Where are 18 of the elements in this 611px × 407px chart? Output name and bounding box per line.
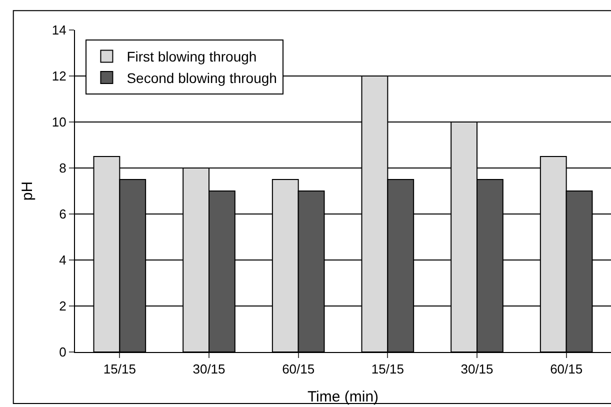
y-axis-title: pH <box>19 181 36 201</box>
x-tick-label: 30/15 <box>192 362 226 377</box>
y-tick-label: 14 <box>52 22 66 38</box>
x-tick-label: 30/15 <box>460 362 494 377</box>
x-tick-label: 15/15 <box>371 362 404 377</box>
y-tick-label: 10 <box>52 114 66 130</box>
legend-label: Second blowing through <box>126 70 277 86</box>
y-tick-label: 4 <box>59 252 66 268</box>
legend-label: First blowing through <box>126 48 257 65</box>
x-tick-label: 60/15 <box>550 362 583 377</box>
y-tick-label: 0 <box>59 344 66 360</box>
x-tick-label: 60/15 <box>282 362 315 377</box>
y-tick-label: 6 <box>59 206 66 222</box>
x-axis-title: Time (min) <box>307 388 379 406</box>
y-tick-label: 12 <box>52 68 66 84</box>
y-tick-label: 8 <box>59 160 66 176</box>
y-tick-label: 2 <box>59 298 66 314</box>
x-tick-label: 15/15 <box>103 362 136 377</box>
